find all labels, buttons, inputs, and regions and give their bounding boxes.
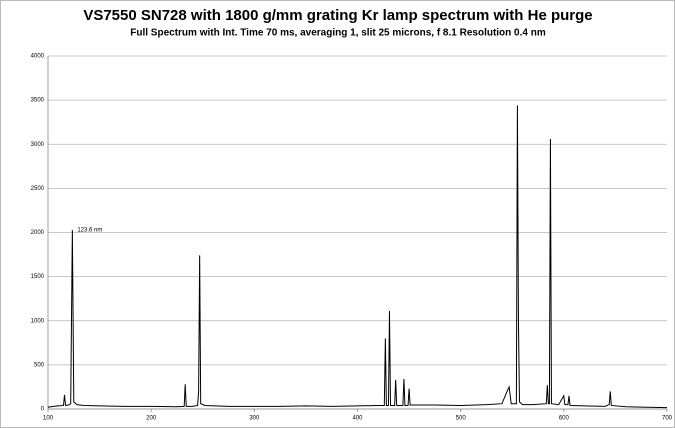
x-tick-label: 200 bbox=[146, 416, 157, 422]
x-tick-label: 700 bbox=[662, 416, 673, 422]
y-tick-label: 1500 bbox=[31, 274, 45, 280]
chart-title: VS7550 SN728 with 1800 g/mm grating Kr l… bbox=[83, 7, 592, 24]
annotation: 123.6 nm bbox=[77, 227, 102, 233]
y-tick-label: 3500 bbox=[31, 98, 45, 104]
spectrum-line bbox=[47, 105, 668, 409]
x-tick-label: 100 bbox=[43, 416, 54, 422]
x-tick-label: 300 bbox=[249, 416, 260, 422]
chart-subtitle: Full Spectrum with Int. Time 70 ms, aver… bbox=[130, 28, 546, 39]
y-tick-label: 4000 bbox=[31, 54, 45, 60]
y-tick-label: 2500 bbox=[31, 186, 45, 192]
x-tick-label: 500 bbox=[456, 416, 467, 422]
y-tick-label: 0 bbox=[41, 407, 45, 413]
y-tick-label: 2000 bbox=[31, 230, 45, 236]
x-tick-label: 400 bbox=[352, 416, 363, 422]
y-tick-label: 1000 bbox=[31, 318, 45, 324]
x-tick-label: 600 bbox=[559, 416, 570, 422]
y-tick-label: 3000 bbox=[31, 142, 45, 148]
y-tick-label: 500 bbox=[34, 362, 45, 368]
